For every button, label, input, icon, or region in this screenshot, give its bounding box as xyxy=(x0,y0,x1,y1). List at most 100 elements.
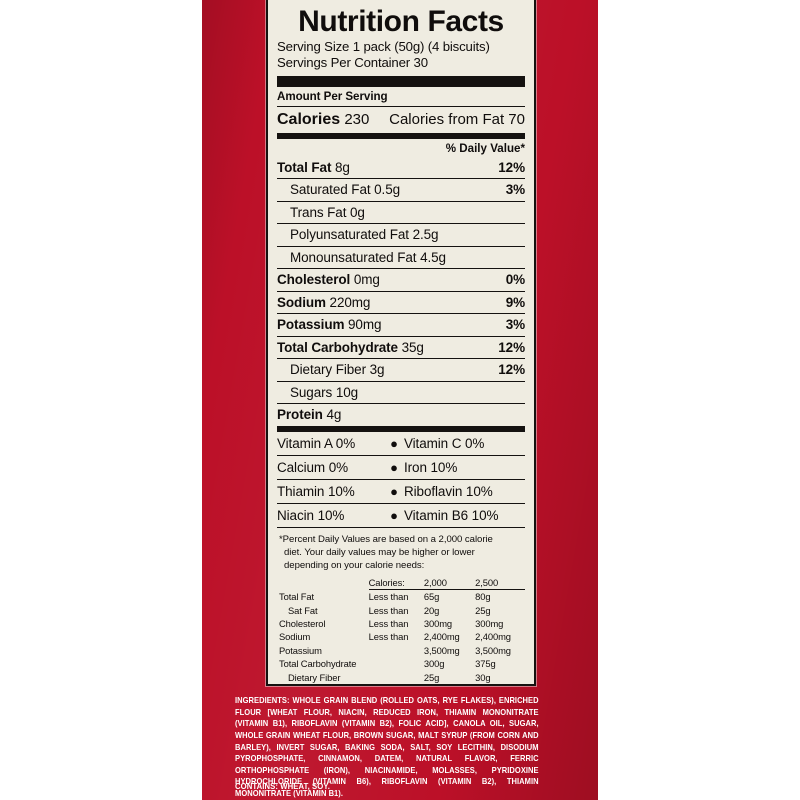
dv-th-2500: 2,500 xyxy=(475,575,525,591)
nutrition-facts-panel: Nutrition Facts Serving Size 1 pack (50g… xyxy=(266,0,536,686)
dv-row-qualifier: Less than xyxy=(368,631,409,643)
nutrient-row: Polyunsaturated Fat 2.5g xyxy=(277,223,525,246)
nutrient-label: Saturated Fat 0.5g xyxy=(290,182,401,198)
dv-row-2000: 25g xyxy=(423,671,440,683)
nutrient-label: Polyunsaturated Fat 2.5g xyxy=(290,227,439,243)
nutrient-label: Monounsaturated Fat 4.5g xyxy=(290,249,446,265)
dv-th-2000: 2,000 xyxy=(423,575,476,591)
vitamin-right: Vitamin C 0% xyxy=(404,435,485,451)
dv-row-name: Sat Fat xyxy=(288,604,318,616)
nutrition-facts-title: Nutrition Facts xyxy=(298,5,504,38)
calories-label: Calories xyxy=(277,110,341,128)
nutrient-daily-value: 12% xyxy=(498,362,525,378)
nutrient-label: Cholesterol 0mg xyxy=(277,272,380,288)
dv-row-qualifier xyxy=(369,657,424,670)
dv-row-qualifier xyxy=(369,644,424,657)
vitamin-left: Niacin 10% xyxy=(277,507,345,523)
nutrient-name: Potassium xyxy=(277,317,345,333)
dv-row-2000: 3,500mg xyxy=(423,644,460,656)
nutrient-name: Trans Fat xyxy=(290,204,347,220)
ingredients-heading: INGREDIENTS: xyxy=(235,696,290,705)
nutrient-name: Protein xyxy=(277,407,323,423)
calories-row: Calories 230 Calories from Fat 70 xyxy=(277,107,525,133)
nutrient-row: Sugars 10g xyxy=(277,380,525,404)
vitamin-rows: Vitamin A 0% ● Vitamin C 0% Calcium 0% ● Iron… xyxy=(277,432,525,527)
vitamin-right: Riboflavin 10% xyxy=(404,483,493,499)
rule-above-calories xyxy=(277,105,525,107)
vitamin-row: Niacin 10% ● Vitamin B6 10% xyxy=(277,502,525,527)
vitamin-row: Calcium 0% ● Iron 10% xyxy=(277,454,525,479)
nutrient-row: Sodium 220mg 9% xyxy=(277,290,525,314)
dv-row-2500: 3,500mg xyxy=(475,644,511,656)
nutrient-name: Cholesterol xyxy=(277,272,351,288)
nutrient-row: Potassium 90mg 3% xyxy=(277,313,525,336)
nutrient-rows: Total Fat 8g 12% Saturated Fat 0.5g 3% Trans… xyxy=(277,157,525,426)
nutrient-label: Dietary Fiber 3g xyxy=(290,362,385,378)
nutrient-daily-value: 9% xyxy=(505,294,525,310)
ingredients-text: INGREDIENTS: WHOLE GRAIN BLEND (ROLLED O… xyxy=(235,695,539,800)
amount-per-serving-label: Amount Per Serving xyxy=(277,89,388,103)
dv-table-row: Total Fat Less than 65g 80g xyxy=(277,590,525,604)
nutrient-label: Trans Fat 0g xyxy=(290,204,365,220)
vitamin-right: Vitamin B6 10% xyxy=(404,507,499,523)
dv-table-row: Sodium Less than 2,400mg 2,400mg xyxy=(277,630,525,643)
servings-per-container-text: Servings Per Container 30 xyxy=(277,54,428,70)
vitamin-left: Vitamin A 0% xyxy=(277,435,356,451)
package-front-panel: Nutrition Facts Serving Size 1 pack (50g… xyxy=(202,0,598,800)
nutrient-daily-value: 3% xyxy=(505,317,525,333)
dv-row-2500: 80g xyxy=(475,591,491,603)
nutrient-name: Dietary Fiber xyxy=(290,362,366,378)
bullet-icon: ● xyxy=(390,459,398,475)
dv-table-row: Potassium 3,500mg 3,500mg xyxy=(277,644,525,657)
dv-row-qualifier: Less than xyxy=(368,618,409,630)
dv-row-2000: 300mg xyxy=(423,618,453,630)
nutrient-label: Sodium 220mg xyxy=(277,294,371,310)
nutrient-row: Trans Fat 0g xyxy=(277,200,525,224)
nutrient-row: Monounsaturated Fat 4.5g xyxy=(277,245,525,269)
nutrient-name: Total Carbohydrate xyxy=(277,339,398,355)
nutrient-row: Total Fat 8g 12% xyxy=(277,157,525,179)
vitamin-row: Vitamin A 0% ● Vitamin C 0% xyxy=(277,432,525,455)
bullet-icon: ● xyxy=(390,507,398,523)
calories-from-fat: Calories from Fat 70 xyxy=(389,110,525,128)
nutrient-label: Sugars 10g xyxy=(290,384,359,400)
calories-value: 230 xyxy=(344,110,370,128)
nutrient-name: Monounsaturated Fat xyxy=(290,249,417,265)
serving-size-text: Serving Size 1 pack (50g) (4 biscuits) xyxy=(277,38,490,54)
nutrient-label: Potassium 90mg xyxy=(277,317,382,333)
dv-table-row: Cholesterol Less than 300mg 300mg xyxy=(277,617,525,630)
dv-row-2000: 20g xyxy=(423,604,440,616)
nutrient-row: Total Carbohydrate 35g 12% xyxy=(277,335,525,359)
dv-table-body: Total Fat Less than 65g 80g Sat Fat Less than… xyxy=(277,590,525,684)
dv-th-blank xyxy=(277,576,369,590)
dv-table-row: Total Carbohydrate 300g 375g xyxy=(277,657,525,670)
thick-divider-top xyxy=(277,75,525,87)
nutrient-name: Sugars xyxy=(290,384,333,400)
nutrient-row: Saturated Fat 0.5g 3% xyxy=(277,178,525,201)
medium-divider-below-protein xyxy=(277,425,525,432)
dv-row-2500: 300mg xyxy=(475,618,504,630)
calories-label-and-value: Calories 230 xyxy=(277,111,369,129)
dv-th-calories: Calories: xyxy=(368,575,424,591)
dv-row-2500: 25g xyxy=(475,604,491,616)
nutrient-name: Sodium xyxy=(277,294,326,310)
dv-table-header-row: Calories: 2,000 2,500 xyxy=(277,575,525,591)
medium-divider-below-calories xyxy=(277,132,525,139)
dv-row-2500: 2,400mg xyxy=(475,631,511,643)
nutrient-daily-value: 12% xyxy=(498,339,525,355)
nutrient-label: Total Carbohydrate 35g xyxy=(277,339,424,355)
vitamin-left: Thiamin 10% xyxy=(277,483,355,499)
nutrient-name: Polyunsaturated Fat xyxy=(290,227,409,243)
dv-row-qualifier: Less than xyxy=(368,604,409,616)
dv-row-2000: 2,400mg xyxy=(423,631,460,643)
dv-table-row: Dietary Fiber 25g 30g xyxy=(277,670,525,683)
nutrient-daily-value: 0% xyxy=(505,272,525,288)
footnote-line-1: *Percent Daily Values are based on a 2,0… xyxy=(279,533,493,545)
dv-row-2000: 300g xyxy=(423,658,445,670)
dv-table-row: Sat Fat Less than 20g 25g xyxy=(277,603,525,616)
ingredients-body: WHOLE GRAIN BLEND (ROLLED OATS, RYE FLAK… xyxy=(235,696,539,799)
nutrient-label: Protein 4g xyxy=(277,407,342,423)
vitamin-left: Calcium 0% xyxy=(277,459,349,475)
footnote-line-2: diet. Your daily values may be higher or… xyxy=(284,546,475,558)
